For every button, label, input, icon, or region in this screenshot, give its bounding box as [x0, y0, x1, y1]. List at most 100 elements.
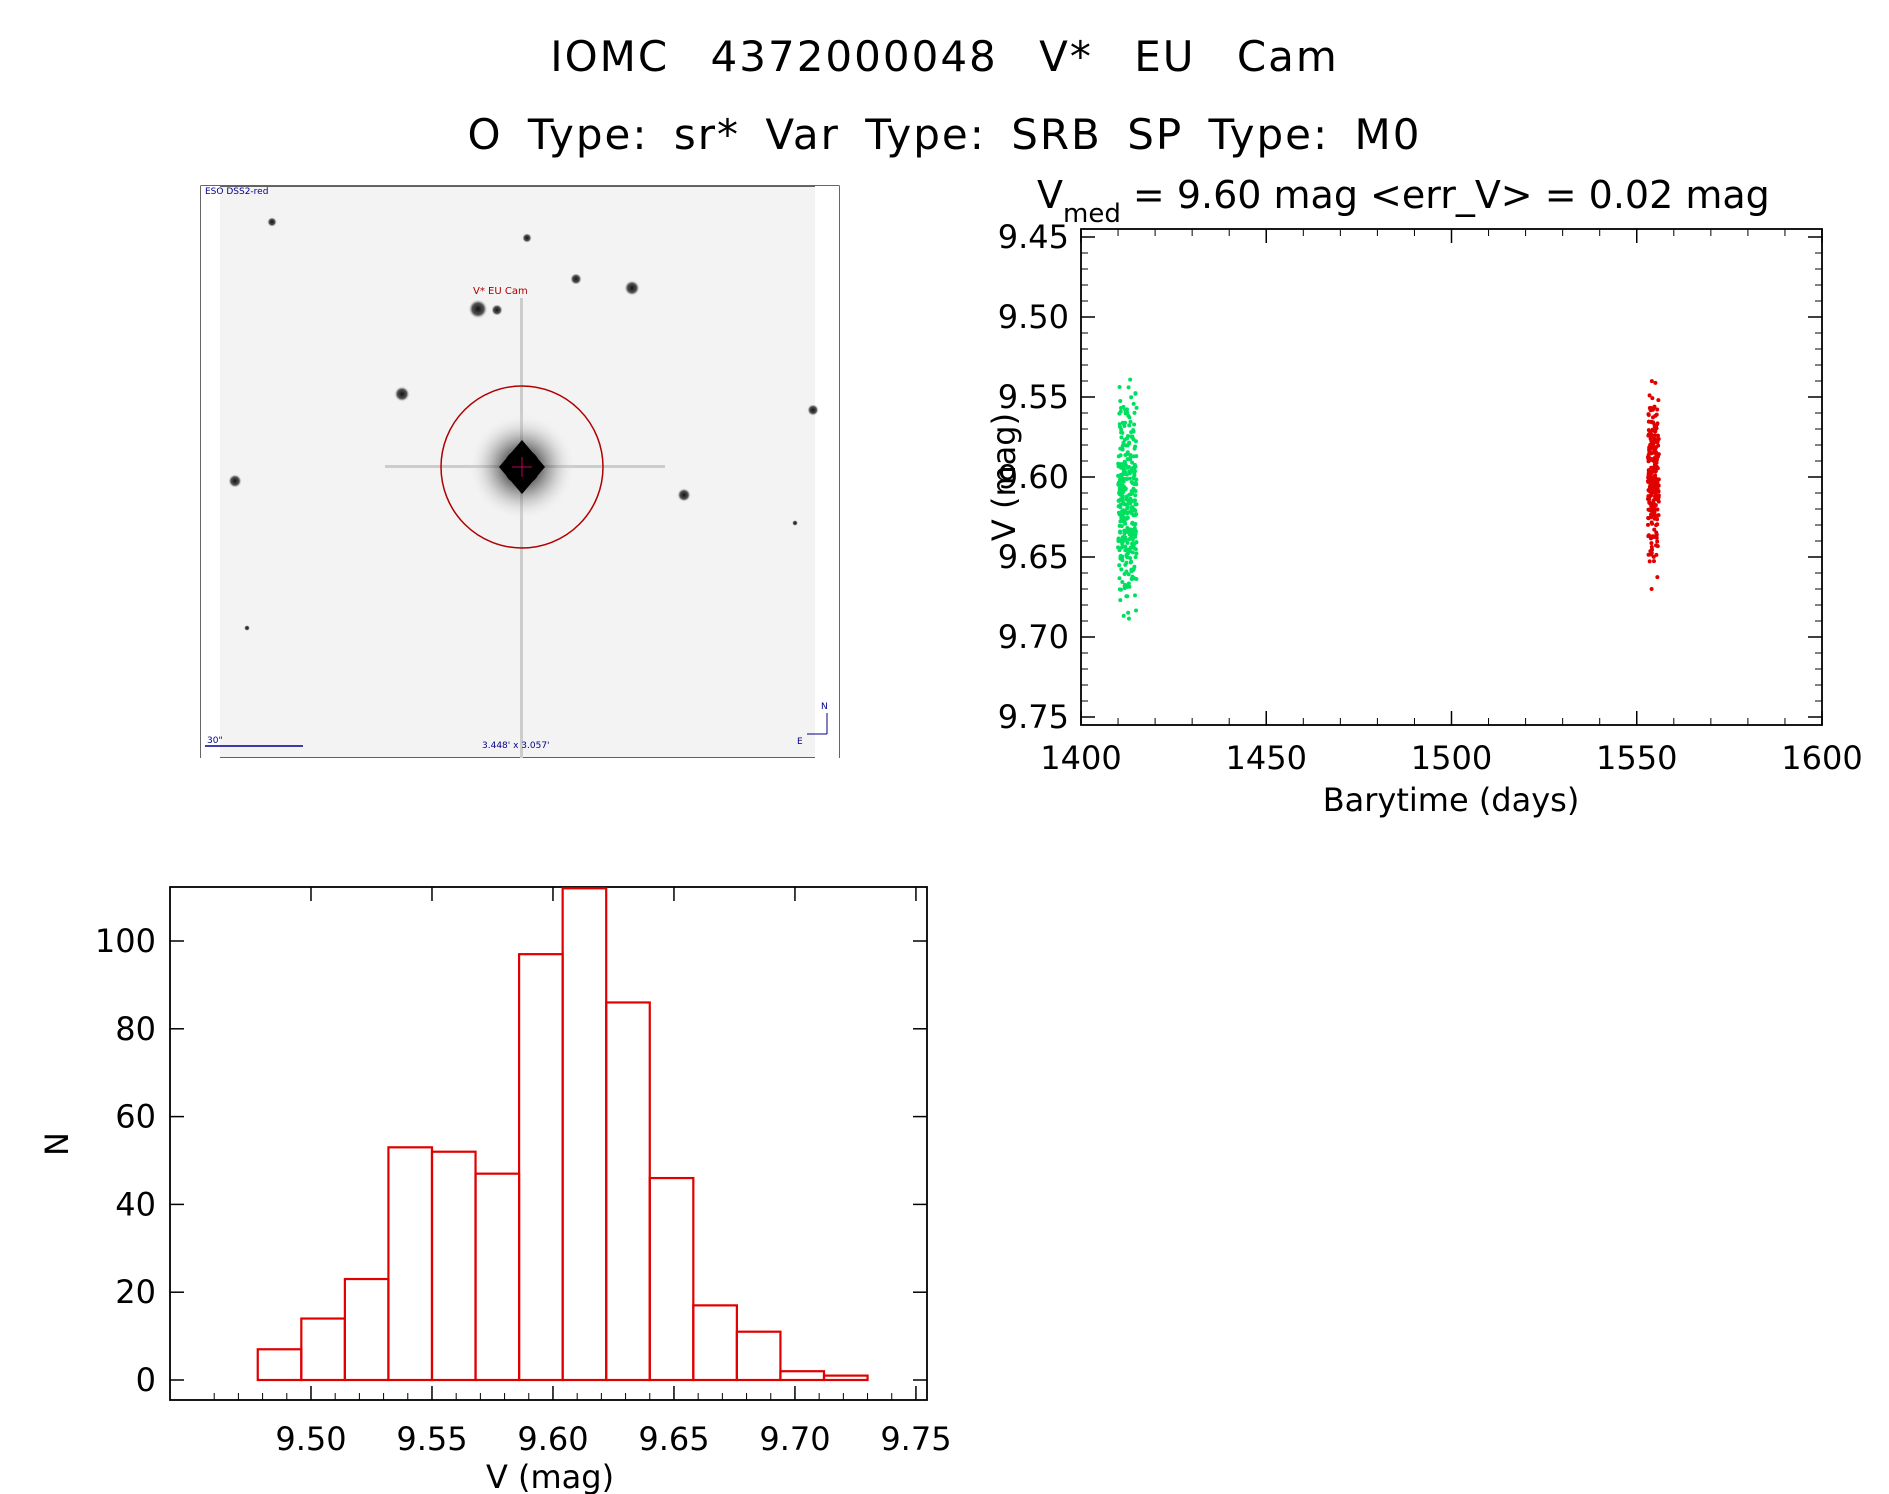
data-point	[1119, 567, 1124, 572]
data-point	[1126, 385, 1131, 390]
x-tick-label: 1400	[1040, 739, 1121, 777]
data-point	[1654, 543, 1659, 548]
x-tick-label: 1600	[1781, 739, 1862, 777]
data-point	[1125, 450, 1130, 455]
histogram-bar	[822, 1374, 869, 1382]
data-point	[1134, 454, 1139, 459]
x-tick-label: 1500	[1411, 739, 1492, 777]
y-tick-label: 9.75	[998, 698, 1069, 736]
y-tick-label: 9.45	[998, 218, 1069, 256]
data-point	[1646, 412, 1651, 417]
data-point	[1125, 506, 1130, 511]
data-point	[1128, 377, 1133, 382]
data-point	[1647, 559, 1652, 564]
data-point	[1125, 540, 1130, 545]
histogram-bar	[474, 1172, 521, 1382]
light-curve-ylabel: V (mag)	[985, 413, 1023, 541]
x-tick-label: 1450	[1226, 739, 1307, 777]
data-point	[1132, 462, 1137, 467]
y-tick-label: 60	[115, 1098, 156, 1136]
compass-n-label: N	[821, 702, 828, 712]
data-point	[1122, 531, 1127, 536]
data-point	[1117, 385, 1122, 390]
data-point	[1649, 471, 1654, 476]
data-point	[1649, 587, 1654, 591]
y-tick-label: 9.65	[998, 538, 1069, 576]
histogram-bar	[343, 1277, 390, 1382]
y-tick-label: 9.55	[998, 378, 1069, 416]
data-point	[1651, 554, 1656, 559]
data-point	[1646, 419, 1651, 424]
data-point	[1119, 555, 1124, 560]
data-point	[1133, 488, 1138, 493]
histogram-ylabel: N	[40, 1132, 76, 1156]
data-point	[1656, 398, 1661, 403]
data-point	[1131, 429, 1136, 434]
light-curve-tick-labels: 1400 1450 1500 1550 1600 9.45 9.50 9.55 9.60 9.65…	[998, 218, 1863, 777]
data-point	[1117, 422, 1122, 427]
field-star	[394, 386, 410, 402]
data-point	[1654, 488, 1659, 493]
data-point	[1120, 477, 1125, 482]
scale-label: 30"	[207, 736, 223, 746]
y-tick-label: 20	[115, 1273, 156, 1311]
data-point	[1133, 502, 1138, 507]
data-point	[1649, 379, 1654, 384]
data-point	[1116, 498, 1121, 503]
data-point	[1655, 507, 1660, 512]
data-point	[1650, 535, 1655, 540]
data-point	[1125, 551, 1130, 556]
data-point	[1124, 560, 1129, 565]
sky-image-left-margin	[201, 186, 220, 758]
histogram-bar	[387, 1146, 434, 1382]
data-point	[1649, 434, 1654, 439]
data-point	[1134, 551, 1139, 556]
fov-label: 3.448' x 3.057'	[482, 741, 550, 751]
data-point	[1122, 460, 1127, 465]
histogram-bar	[779, 1370, 826, 1382]
data-point	[1124, 436, 1129, 441]
histogram-bar	[605, 1001, 651, 1382]
data-point	[1128, 556, 1133, 561]
data-point	[1119, 430, 1124, 435]
data-point	[1651, 510, 1656, 515]
data-point	[1133, 391, 1138, 396]
data-point	[1649, 513, 1654, 518]
histogram-bars	[256, 887, 869, 1382]
sky-image-right-margin	[815, 186, 839, 758]
data-point	[1117, 492, 1122, 497]
data-point	[1650, 521, 1655, 526]
data-point	[1124, 594, 1129, 599]
data-point	[1656, 443, 1661, 448]
data-point	[1129, 559, 1134, 564]
data-point	[1125, 465, 1130, 470]
data-point	[1653, 413, 1658, 418]
data-point	[1120, 519, 1125, 524]
data-point	[1117, 587, 1122, 592]
field-star	[267, 217, 277, 227]
data-point	[1122, 528, 1127, 533]
data-point	[1122, 586, 1127, 591]
data-point	[1130, 550, 1135, 555]
x-tick-label: 9.55	[396, 1420, 467, 1458]
data-point	[1646, 552, 1651, 557]
data-point	[1133, 547, 1138, 552]
data-point	[1117, 548, 1122, 553]
x-tick-label: 9.75	[880, 1420, 951, 1458]
data-point	[1120, 535, 1125, 540]
data-point	[1128, 452, 1133, 457]
histogram-bar	[648, 1176, 695, 1382]
data-point	[1127, 476, 1132, 481]
data-point	[1127, 415, 1132, 420]
histogram-tick-labels: 9.50 9.55 9.60 9.65 9.70 9.75 0 20 40 60 80 100	[95, 922, 952, 1458]
field-star	[624, 280, 640, 296]
y-tick-label: 9.70	[998, 618, 1069, 656]
y-tick-label: 9.50	[998, 298, 1069, 336]
data-point	[1131, 568, 1136, 573]
histogram-bar	[692, 1304, 738, 1382]
data-point	[1128, 457, 1133, 462]
data-point	[1119, 427, 1124, 432]
data-point	[1650, 480, 1655, 485]
data-point	[1128, 509, 1133, 514]
data-point	[1646, 533, 1651, 538]
